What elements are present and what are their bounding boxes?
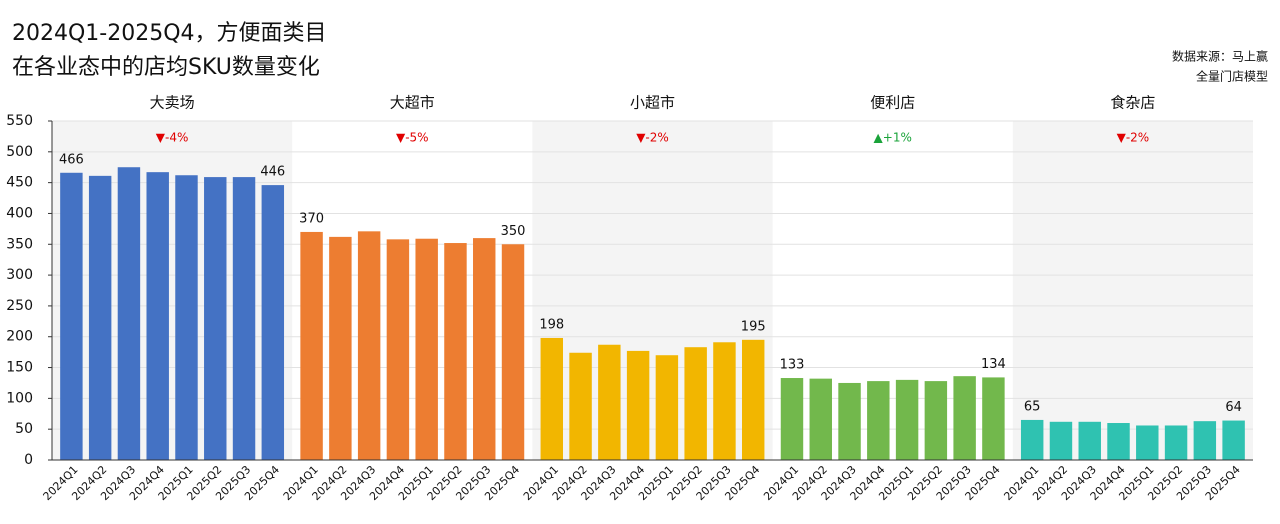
bar [598,344,621,460]
data-label: 446 [260,165,285,180]
data-label: 198 [539,317,564,332]
bar [895,379,919,460]
panel-name: 食杂店 [1110,94,1155,112]
bar [501,244,525,460]
bar [88,175,112,460]
bar [1136,425,1159,460]
bar [329,236,352,460]
bar [809,378,832,460]
bar [1222,420,1245,460]
bar [953,376,976,460]
bar [473,238,496,460]
data-label: 350 [501,224,526,239]
bar [444,243,467,460]
data-label: 64 [1225,400,1242,415]
panel-background [532,121,773,460]
panel-name: 大超市 [390,94,435,112]
chart-title: 在各业态中的店均SKU数量变化 [12,55,320,80]
bar [713,342,736,460]
data-label: 133 [780,358,805,373]
y-tick-label: 450 [6,175,33,191]
bar [415,238,438,460]
data-label: 134 [981,357,1006,372]
bar [626,350,650,460]
y-tick-label: 250 [6,298,33,314]
change-label: ▼-2% [636,131,669,145]
data-label: 466 [59,152,84,167]
bar [780,378,804,460]
y-tick-label: 150 [6,360,33,376]
bar [684,347,707,460]
y-tick-label: 550 [6,113,33,129]
y-tick-label: 50 [15,421,33,437]
bar [261,185,285,461]
source-note: 全量门店模型 [1196,69,1268,84]
bar [924,381,948,460]
bar [1107,423,1130,460]
chart-title: 2024Q1-2025Q4，方便面类目 [12,21,327,46]
data-label: 195 [741,319,766,334]
panel-name: 便利店 [870,94,915,112]
bar [838,382,861,460]
y-tick-label: 400 [6,205,33,221]
bar [655,355,679,460]
bar [540,337,564,460]
bar [204,177,227,460]
data-label: 65 [1024,399,1041,414]
bar [1078,421,1101,460]
bar [357,231,381,460]
change-label: ▼-4% [156,131,189,145]
change-label: ▲+1% [874,131,912,145]
bar [867,381,890,460]
bar [386,239,410,460]
bar [1020,419,1044,460]
source-note: 数据来源：马上赢 [1172,49,1268,64]
y-tick-label: 0 [24,452,33,468]
change-label: ▼-5% [396,131,429,145]
y-tick-label: 100 [6,390,33,406]
bar [741,339,765,460]
bar [60,172,83,461]
panel-background [52,121,293,460]
bar [1193,421,1217,460]
y-tick-label: 350 [6,236,33,252]
bar [232,177,256,460]
panel-background [1012,121,1253,460]
y-tick-label: 500 [6,144,33,160]
data-label: 370 [299,211,324,226]
change-label: ▼-2% [1117,131,1150,145]
bar [569,352,592,460]
panel-name: 小超市 [630,94,675,112]
bar [1164,425,1188,460]
y-tick-label: 200 [6,329,33,345]
bar [146,172,169,460]
bar [175,175,198,461]
bar [1049,421,1073,460]
bar [117,167,141,460]
y-tick-label: 300 [6,267,33,283]
panel-name: 大卖场 [150,94,195,112]
bar [982,377,1005,460]
bar [300,231,323,460]
